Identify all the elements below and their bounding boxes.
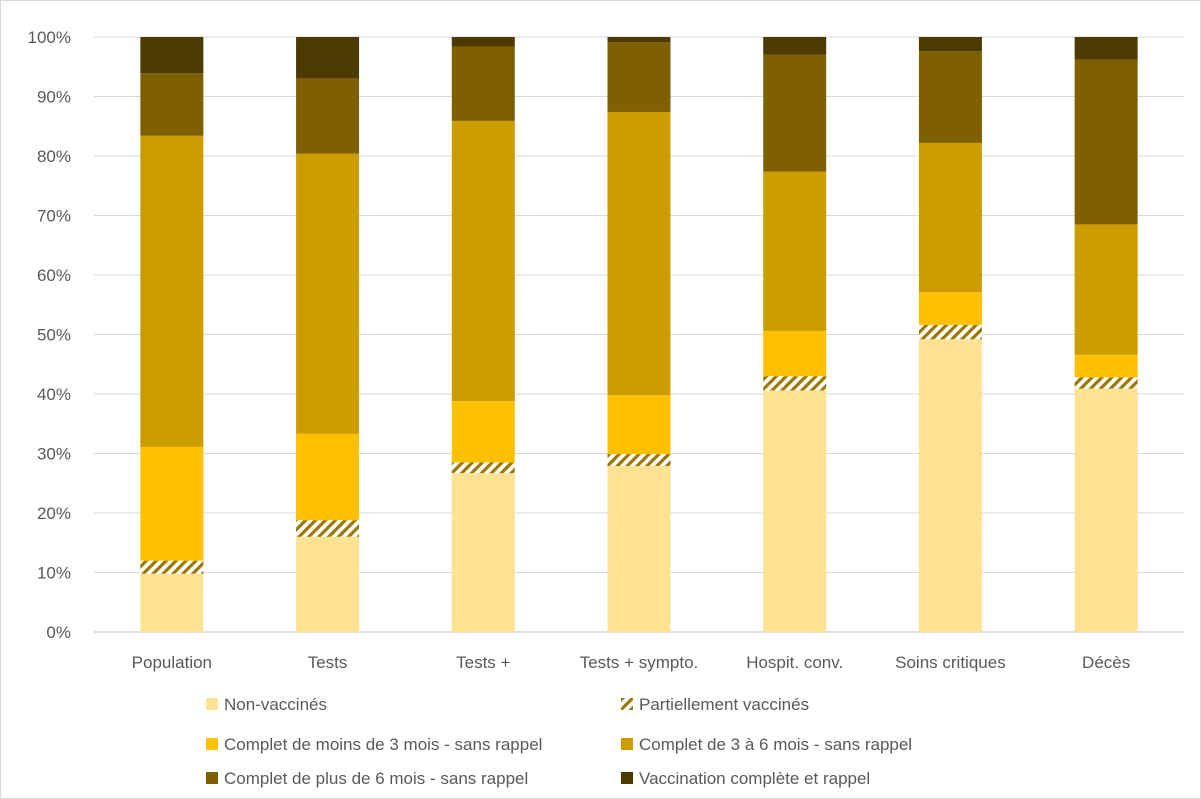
bar-segment — [451, 120, 515, 402]
bar-segment — [451, 37, 515, 47]
x-tick-label: Hospit. conv. — [746, 653, 843, 672]
x-tick-label: Tests + sympto. — [580, 653, 699, 672]
legend-swatch — [621, 772, 633, 784]
bar-segment — [451, 462, 515, 474]
bar-segment — [140, 73, 204, 136]
bar-segment — [296, 536, 360, 632]
legend-swatch — [206, 738, 218, 750]
bar-segment — [140, 573, 204, 632]
y-tick-label: 0% — [46, 623, 71, 642]
bar-segment — [296, 433, 360, 521]
bar-segment — [607, 111, 671, 396]
bar-segment — [918, 142, 982, 293]
y-tick-label: 50% — [37, 326, 71, 345]
legend-label: Non-vaccinés — [224, 695, 327, 714]
legend-label: Partiellement vaccinés — [639, 695, 809, 714]
legend-label: Complet de plus de 6 mois - sans rappel — [224, 769, 528, 788]
bar-segment — [918, 339, 982, 632]
bar-segment — [451, 46, 515, 121]
bar-segment — [918, 292, 982, 325]
bar-segment — [140, 37, 204, 74]
bar-segment — [1074, 388, 1138, 632]
legend-swatch — [621, 698, 633, 710]
bar-segment — [607, 37, 671, 43]
bar-segment — [763, 330, 827, 377]
y-tick-label: 60% — [37, 266, 71, 285]
bar-segment — [451, 401, 515, 463]
bar-segment — [140, 446, 204, 561]
bar-segment — [918, 37, 982, 52]
bar-segment — [763, 390, 827, 632]
bar-segment — [763, 37, 827, 55]
bar-segment — [296, 37, 360, 79]
y-tick-label: 90% — [37, 88, 71, 107]
bar-segment — [607, 42, 671, 112]
y-tick-label: 80% — [37, 147, 71, 166]
y-tick-label: 30% — [37, 445, 71, 464]
bar-segment — [1074, 59, 1138, 225]
bar-segment — [140, 560, 204, 574]
bar-segment — [607, 395, 671, 455]
bar-segment — [1074, 224, 1138, 355]
bar-segment — [763, 171, 827, 331]
bar-segment — [296, 520, 360, 537]
y-tick-label: 70% — [37, 207, 71, 226]
x-axis: Population Tests Tests + Tests + sympto. Hos… — [132, 653, 1131, 672]
y-tick-label: 20% — [37, 504, 71, 523]
bar-segment — [918, 324, 982, 340]
bar-segment — [296, 78, 360, 154]
legend-label: Complet de 3 à 6 mois - sans rappel — [639, 735, 912, 754]
bar-segment — [607, 454, 671, 466]
y-axis: 0% 10% 20% 30% 40% 50% 60% 70% 80% 90% 100% — [28, 28, 71, 642]
legend-swatch — [206, 772, 218, 784]
bar-segment — [763, 376, 827, 391]
legend: Non-vaccinés Partiellement vaccinés Comple… — [206, 695, 912, 788]
bar-segment — [140, 135, 204, 447]
bar-segment — [918, 51, 982, 143]
bar-segment — [1074, 377, 1138, 389]
x-tick-label: Population — [132, 653, 212, 672]
legend-label: Vaccination complète et rappel — [639, 769, 870, 788]
x-tick-label: Tests + — [456, 653, 510, 672]
legend-label: Complet de moins de 3 mois - sans rappel — [224, 735, 542, 754]
y-tick-label: 10% — [37, 564, 71, 583]
bar-segment — [1074, 354, 1138, 378]
legend-swatch — [621, 738, 633, 750]
bar-segment — [763, 54, 827, 172]
bar-segment — [296, 153, 360, 434]
bars — [140, 37, 1138, 632]
x-tick-label: Soins critiques — [895, 653, 1006, 672]
x-tick-label: Décès — [1082, 653, 1130, 672]
legend-swatch — [206, 698, 218, 710]
bar-segment — [1074, 37, 1138, 60]
bar-segment — [607, 465, 671, 632]
y-tick-label: 40% — [37, 385, 71, 404]
bar-segment — [451, 473, 515, 632]
y-tick-label: 100% — [28, 28, 71, 47]
x-tick-label: Tests — [308, 653, 348, 672]
